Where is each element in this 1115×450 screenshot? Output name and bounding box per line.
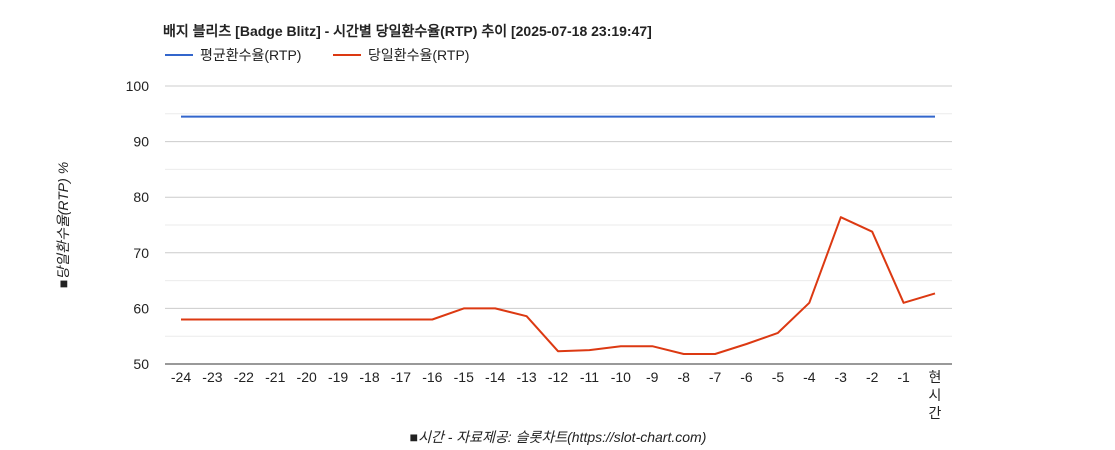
- x-tick-label: -19: [328, 369, 348, 385]
- avg-rtp-point: [586, 114, 592, 120]
- daily-rtp-point: [209, 317, 215, 323]
- y-tick-label: 60: [133, 300, 149, 316]
- daily-rtp-point: [241, 317, 247, 323]
- avg-rtp-point: [335, 114, 341, 120]
- daily-rtp-point: [901, 300, 907, 306]
- daily-rtp-point: [838, 214, 844, 220]
- x-tick-label: -20: [297, 369, 317, 385]
- avg-rtp-point: [178, 114, 184, 120]
- x-tick-label: -4: [803, 369, 816, 385]
- daily-rtp-point: [272, 317, 278, 323]
- daily-rtp-point: [586, 347, 592, 353]
- avg-rtp-point: [806, 114, 812, 120]
- x-tick-label: -15: [454, 369, 474, 385]
- x-tick-label: -8: [677, 369, 690, 385]
- y-axis-ticks: 100 90 80 70 60 50: [126, 78, 150, 372]
- daily-rtp-point: [461, 305, 467, 311]
- x-tick-label: -22: [234, 369, 254, 385]
- avg-rtp-point: [398, 114, 404, 120]
- daily-rtp-point: [492, 305, 498, 311]
- daily-rtp-point: [367, 317, 373, 323]
- avg-rtp-point: [932, 114, 938, 120]
- y-tick-label: 90: [133, 134, 149, 150]
- x-tick-label: -24: [171, 369, 191, 385]
- daily-rtp-point: [555, 348, 561, 354]
- x-tick-label: -5: [772, 369, 785, 385]
- daily-rtp-point: [681, 351, 687, 357]
- x-tick-label: -23: [202, 369, 222, 385]
- x-tick-label: -6: [740, 369, 753, 385]
- avg-rtp-point: [901, 114, 907, 120]
- avg-rtp-point: [492, 114, 498, 120]
- avg-rtp-point: [649, 114, 655, 120]
- avg-rtp-point: [712, 114, 718, 120]
- daily-rtp-point: [744, 341, 750, 347]
- x-axis-ticks: -24 -23 -22 -21 -20 -19 -18 -17 -16 -15 -14 -13 -12-…: [171, 369, 942, 421]
- avg-rtp-point: [272, 114, 278, 120]
- avg-rtp-point: [555, 114, 561, 120]
- x-tick-label: -7: [709, 369, 722, 385]
- x-tick-label: -17: [391, 369, 411, 385]
- x-tick-label: -1: [897, 369, 910, 385]
- daily-rtp-point: [618, 343, 624, 349]
- x-tick-label: -12: [548, 369, 568, 385]
- series-lines: [178, 114, 938, 357]
- avg-rtp-point: [869, 114, 875, 120]
- legend-label-daily-rtp: 당일환수율(RTP): [368, 47, 469, 63]
- avg-rtp-point: [681, 114, 687, 120]
- daily-rtp-point: [775, 330, 781, 336]
- x-tick-label: -2: [866, 369, 879, 385]
- chart-title: 배지 블리츠 [Badge Blitz] - 시간별 당일환수율(RTP) 추이…: [163, 23, 652, 39]
- daily-rtp-point: [398, 317, 404, 323]
- daily-rtp-point: [869, 229, 875, 235]
- x-tick-label: -18: [359, 369, 379, 385]
- avg-rtp-point: [367, 114, 373, 120]
- avg-rtp-point: [209, 114, 215, 120]
- avg-rtp-point: [461, 114, 467, 120]
- x-tick-label: -16: [422, 369, 442, 385]
- daily-rtp-point: [712, 351, 718, 357]
- x-tick-label: -11: [580, 369, 599, 385]
- daily-rtp-point: [524, 313, 530, 319]
- daily-rtp-point: [932, 290, 938, 296]
- avg-rtp-point: [744, 114, 750, 120]
- x-tick-label: -14: [485, 369, 505, 385]
- x-tick-label: -13: [516, 369, 536, 385]
- daily-rtp-point: [335, 317, 341, 323]
- legend-label-avg-rtp: 평균환수율(RTP): [200, 47, 301, 63]
- x-tick-label: -21: [265, 369, 285, 385]
- x-tick-label: -3: [835, 369, 848, 385]
- avg-rtp-point: [838, 114, 844, 120]
- x-tick-label: -9: [646, 369, 659, 385]
- x-tick-label: -10: [611, 369, 631, 385]
- y-tick-label: 50: [133, 356, 149, 372]
- y-tick-label: 80: [133, 189, 149, 205]
- legend: 평균환수율(RTP) 당일환수율(RTP): [165, 47, 469, 63]
- avg-rtp-point: [304, 114, 310, 120]
- avg-rtp-point: [429, 114, 435, 120]
- y-tick-label: 70: [133, 245, 149, 261]
- daily-rtp-point: [178, 317, 184, 323]
- avg-rtp-point: [618, 114, 624, 120]
- series-line-daily-rtp: [181, 216, 936, 355]
- avg-rtp-point: [524, 114, 530, 120]
- y-axis-label: ■당일환수율(RTP) %: [55, 162, 71, 288]
- gridlines: [165, 85, 952, 365]
- avg-rtp-point: [241, 114, 247, 120]
- daily-rtp-point: [429, 317, 435, 323]
- daily-rtp-point: [806, 300, 812, 306]
- daily-rtp-point: [649, 343, 655, 349]
- x-axis-label: ■시간 - 자료제공: 슬롯차트(https://slot-chart.com): [410, 429, 707, 445]
- y-tick-label: 100: [126, 78, 150, 94]
- daily-rtp-point: [304, 317, 310, 323]
- avg-rtp-point: [775, 114, 781, 120]
